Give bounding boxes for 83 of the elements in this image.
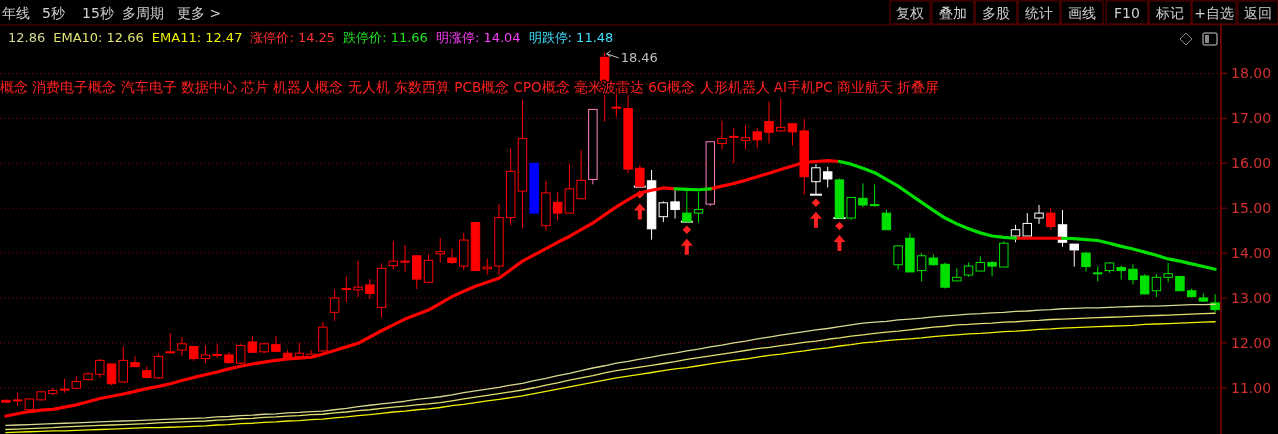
candlestick	[95, 358, 105, 379]
text: F10	[1114, 5, 1140, 21]
text: 画线	[1068, 5, 1096, 21]
candlestick	[177, 336, 187, 357]
candlestick	[1022, 212, 1033, 237]
annotation: 涨停价: 14.25	[250, 30, 336, 45]
candlestick	[858, 182, 868, 208]
candlestick	[787, 123, 798, 146]
candlestick	[388, 240, 399, 270]
y-tick-label: 17.00	[1231, 110, 1272, 127]
candlestick	[916, 252, 927, 282]
candlestick	[212, 343, 222, 359]
candlestick	[670, 190, 680, 219]
candlestick	[341, 275, 352, 303]
text: 更多 >	[177, 5, 222, 21]
candlestick	[353, 260, 363, 298]
candlestick	[329, 288, 340, 322]
candlestick	[106, 363, 117, 386]
y-tick-label: 16.00	[1231, 155, 1272, 172]
text: 5秒	[42, 5, 65, 21]
candlestick	[1069, 243, 1079, 268]
text: 统计	[1025, 5, 1053, 21]
annotation: 跌停价: 11.66	[343, 30, 428, 45]
candlestick	[682, 190, 692, 223]
candlestick	[412, 255, 422, 290]
annotation: 18.46	[620, 49, 658, 65]
candlestick	[271, 335, 281, 353]
candlestick	[987, 260, 997, 277]
text: 复权	[896, 5, 924, 21]
candlestick	[552, 191, 563, 221]
candlestick	[1046, 207, 1056, 231]
candlestick	[1034, 204, 1044, 225]
candlestick	[1151, 273, 1162, 298]
y-tick-label: 14.00	[1231, 245, 1272, 262]
candlestick	[1163, 262, 1173, 283]
candlestick	[235, 343, 246, 365]
y-tick-label: 15.00	[1231, 200, 1272, 217]
candlestick	[423, 253, 434, 283]
y-tick-label: 11.00	[1231, 379, 1272, 396]
candlestick	[822, 166, 833, 189]
text: 多周期	[122, 5, 164, 21]
text: 多股	[982, 5, 1010, 21]
candlestick	[447, 248, 457, 265]
candlestick	[658, 200, 669, 223]
annotation: 明跌停: 11.48	[528, 30, 614, 45]
candlestick	[717, 120, 727, 150]
text: 12.86	[8, 30, 46, 45]
candlestick	[365, 278, 375, 300]
y-tick-label: 13.00	[1231, 289, 1272, 306]
candlestick	[752, 127, 762, 149]
candlestick	[576, 149, 586, 200]
candlestick	[940, 262, 950, 290]
candlestick	[1139, 273, 1150, 295]
candlestick	[318, 321, 328, 353]
text: 返回	[1244, 5, 1272, 21]
candlestick	[435, 237, 445, 263]
candlestick	[729, 127, 739, 164]
text: 标记	[1155, 5, 1184, 21]
candlestick	[635, 164, 645, 188]
text: EMA10: 12.66	[53, 30, 144, 45]
candlestick	[881, 209, 892, 231]
text: 年线	[2, 5, 30, 21]
candlestick	[869, 183, 880, 208]
candlestick	[999, 240, 1009, 268]
y-tick-label: 18.00	[1231, 65, 1272, 82]
text: +自选	[1194, 5, 1234, 21]
candlestick	[811, 163, 821, 196]
candlestick	[893, 245, 903, 271]
candlestick	[1128, 263, 1138, 285]
candlestick	[764, 101, 774, 145]
candlestick	[130, 355, 140, 368]
candlestick	[153, 353, 164, 380]
text: 叠加	[939, 5, 967, 21]
annotation: 明涨停: 14.04	[435, 30, 521, 45]
y-tick-label: 12.00	[1231, 334, 1272, 351]
candlestick	[846, 196, 856, 221]
candlestick	[776, 98, 786, 133]
candlestick	[118, 345, 128, 384]
text: 15秒	[82, 5, 114, 21]
candlestick	[693, 191, 704, 224]
candlestick	[740, 125, 751, 150]
text: EMA11: 12.47	[151, 30, 243, 45]
candlestick	[400, 244, 410, 272]
